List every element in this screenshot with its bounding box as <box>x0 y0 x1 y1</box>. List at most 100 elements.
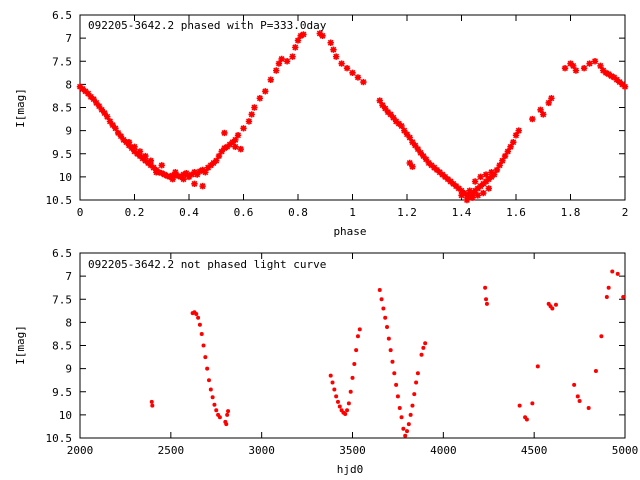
x-tick-label: 1.4 <box>452 206 472 219</box>
data-point <box>515 127 522 134</box>
data-point <box>428 162 435 169</box>
data-point <box>545 99 552 107</box>
data-point <box>458 192 465 199</box>
data-point <box>332 53 340 60</box>
y-tick-label: 6.5 <box>52 9 72 22</box>
data-point <box>621 83 629 90</box>
data-point <box>499 157 506 164</box>
y-tick-label: 9.5 <box>52 386 72 399</box>
data-point <box>275 60 283 67</box>
data-point <box>104 113 111 120</box>
data-point <box>215 152 223 160</box>
data-point <box>423 341 428 346</box>
data-point <box>480 180 487 188</box>
data-point <box>327 39 334 46</box>
data-point <box>421 345 426 350</box>
data-point <box>485 175 492 183</box>
data-point <box>183 169 190 177</box>
x-tick-label: 1.2 <box>397 206 417 219</box>
data-point <box>355 334 360 339</box>
data-point <box>346 401 351 406</box>
data-point <box>352 362 357 366</box>
data-point <box>226 409 231 414</box>
data-point <box>591 58 599 65</box>
data-point <box>388 348 393 353</box>
data-point <box>136 152 144 160</box>
data-point <box>575 394 580 399</box>
data-point <box>403 433 408 438</box>
data-point <box>450 180 457 188</box>
data-point <box>425 159 432 167</box>
data-point <box>586 60 593 67</box>
data-point <box>580 64 588 72</box>
y-tick-label: 7 <box>65 32 72 45</box>
data-point <box>524 417 529 422</box>
data-point <box>319 32 326 40</box>
data-point <box>251 104 258 111</box>
data-point <box>390 359 395 364</box>
data-point <box>493 166 501 174</box>
data-point <box>300 31 307 38</box>
data-point <box>289 53 296 60</box>
data-point <box>193 171 201 178</box>
data-point <box>161 171 168 178</box>
data-point <box>328 373 333 378</box>
data-point <box>452 182 460 190</box>
data-point <box>455 185 462 192</box>
data-point <box>586 405 591 410</box>
data-point <box>142 157 149 164</box>
x-tick-label: 0 <box>77 206 84 219</box>
data-point <box>229 138 236 146</box>
data-point <box>350 375 355 380</box>
data-point <box>93 99 100 107</box>
phased-points <box>76 30 629 204</box>
data-point <box>213 157 220 164</box>
data-point <box>412 392 417 397</box>
data-point <box>504 148 512 155</box>
data-point <box>385 325 390 329</box>
data-point <box>117 132 125 140</box>
data-point <box>548 95 555 102</box>
data-point <box>262 88 269 95</box>
data-point <box>248 111 255 118</box>
data-point <box>405 429 409 434</box>
data-point <box>125 142 133 149</box>
x-tick-label: 0.8 <box>288 206 308 219</box>
data-point <box>334 394 339 399</box>
data-point <box>273 67 280 74</box>
data-point <box>149 399 154 404</box>
data-point <box>610 74 618 81</box>
data-point <box>433 166 441 174</box>
data-point <box>572 67 580 74</box>
data-point <box>349 69 356 77</box>
data-point <box>82 88 89 95</box>
data-point <box>218 148 225 155</box>
data-point <box>395 394 400 399</box>
data-point <box>335 399 340 404</box>
x-tick-label: 2 <box>622 206 629 219</box>
data-point <box>343 64 351 72</box>
data-point <box>461 189 468 197</box>
data-point <box>87 93 95 101</box>
data-point <box>431 164 438 171</box>
data-point <box>507 143 514 151</box>
data-point <box>480 189 487 197</box>
data-point <box>409 138 416 146</box>
data-point <box>191 169 198 176</box>
data-point <box>386 336 391 341</box>
y-tick-label: 8 <box>65 78 72 91</box>
data-point <box>214 408 219 413</box>
data-point <box>354 74 362 81</box>
data-point <box>436 169 443 176</box>
data-point <box>237 145 244 153</box>
y-tick-label: 7.5 <box>52 55 72 68</box>
data-point <box>208 387 213 392</box>
data-point <box>561 64 569 72</box>
data-point <box>267 76 274 83</box>
data-point <box>606 285 611 290</box>
data-point <box>597 62 604 70</box>
data-point <box>144 159 152 167</box>
data-point <box>84 90 92 97</box>
data-point <box>201 343 206 348</box>
data-point <box>482 178 490 185</box>
